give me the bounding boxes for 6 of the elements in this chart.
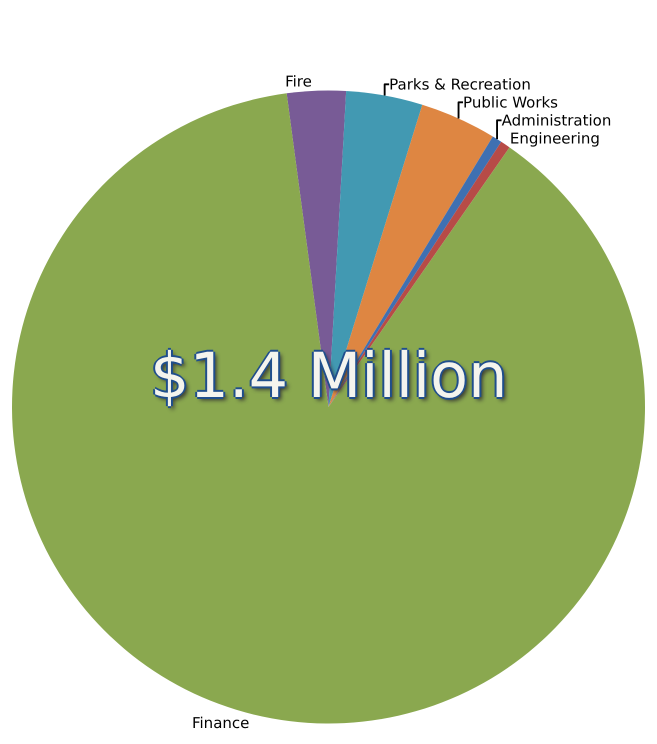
slice-label: Administration [502, 111, 612, 130]
slice-label: Finance [192, 714, 250, 732]
slice-label: Engineering [510, 129, 600, 148]
slice-label: Fire [285, 72, 312, 91]
slice-label: Public Works [463, 93, 558, 112]
slice-label: Parks & Recreation [389, 75, 531, 94]
